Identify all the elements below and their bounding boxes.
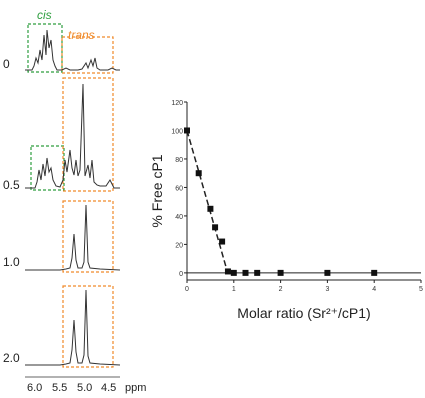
fit-line xyxy=(186,130,229,274)
data-point xyxy=(230,269,237,276)
y-tick-label: 60 xyxy=(175,185,183,192)
y-tick-label: 120 xyxy=(171,100,183,107)
data-point xyxy=(277,269,284,276)
trans-label: trans xyxy=(68,28,95,42)
spectrum-trace-0 xyxy=(25,29,120,71)
y-tick-label: 40 xyxy=(175,214,183,221)
y-tick-label: 100 xyxy=(171,128,183,135)
y-axis-label: % Free cP1 xyxy=(149,154,165,227)
y-tick-label: 20 xyxy=(175,242,183,249)
ratio-label-1-0: 1.0 xyxy=(3,255,20,269)
x-tick-label: 3 xyxy=(325,286,329,293)
data-point xyxy=(224,268,231,275)
x-tick-label: 2 xyxy=(279,286,283,293)
data-point xyxy=(254,269,261,276)
ppm-tick-4-5: 4.5 xyxy=(101,382,116,394)
data-point xyxy=(184,127,190,134)
data-point xyxy=(212,224,219,231)
spectrum-trace-0-5 xyxy=(25,83,120,189)
data-point xyxy=(195,170,202,177)
y-tick-label: 0 xyxy=(179,271,183,278)
ratio-label-2-0: 2.0 xyxy=(3,351,20,365)
cis-label: cis xyxy=(37,8,52,22)
ppm-unit: ppm xyxy=(125,382,146,394)
x-tick-label: 1 xyxy=(232,286,236,293)
data-point xyxy=(242,269,249,276)
trans-box-0-5 xyxy=(62,77,114,192)
x-tick-label: 0 xyxy=(185,286,189,293)
x-tick-label: 5 xyxy=(419,286,423,293)
ratio-label-0-5: 0.5 xyxy=(3,178,20,192)
ppm-tick-5-5: 5.5 xyxy=(52,382,67,394)
ppm-tick-6-0: 6.0 xyxy=(27,382,42,394)
trans-box-1-0 xyxy=(62,200,114,273)
x-tick-label: 4 xyxy=(372,286,376,293)
ppm-tick-5-0: 5.0 xyxy=(77,382,92,394)
y-tick-label: 80 xyxy=(175,157,183,164)
trans-box-0 xyxy=(61,36,114,74)
x-axis-label: Molar ratio (Sr²⁺/cP1) xyxy=(237,305,370,321)
data-point xyxy=(371,269,378,276)
spectrum-trace-1-0 xyxy=(25,204,121,271)
spectrum-trace-2-0 xyxy=(25,289,121,366)
data-point xyxy=(324,269,331,276)
ratio-label-0: 0 xyxy=(3,57,10,71)
data-point xyxy=(219,238,226,245)
data-point xyxy=(207,205,214,212)
trans-box-2-0 xyxy=(62,285,114,368)
